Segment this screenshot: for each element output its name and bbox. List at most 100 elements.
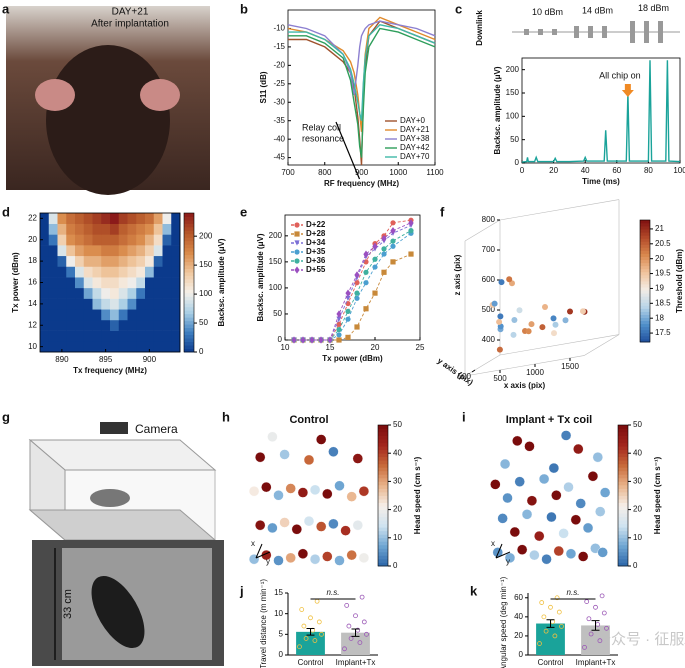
annotation: All chip on [599, 70, 641, 80]
y-tick-label: 0 [515, 158, 520, 167]
point [521, 509, 533, 520]
colorbar-label: Head speed (cm s⁻¹) [653, 456, 662, 534]
y-tick-label: 60 [514, 593, 523, 602]
legend-label: DAY+38 [400, 134, 430, 143]
colorbar-step [640, 274, 650, 279]
legend-label: D+28 [306, 229, 326, 238]
heat-cell [145, 277, 155, 289]
point [554, 595, 560, 601]
colorbar-step [640, 220, 650, 224]
point [582, 522, 594, 534]
heat-cell [171, 309, 181, 321]
colorbar-step [640, 284, 650, 288]
colorbar-step [378, 435, 388, 440]
point [550, 315, 557, 322]
pulse-label: 14 dBm [582, 5, 613, 15]
point [346, 623, 352, 629]
colorbar-step [184, 306, 194, 311]
heat-cell [145, 330, 155, 342]
heat-cell [162, 223, 172, 235]
y-tick-label: 100 [269, 283, 283, 292]
marker [354, 295, 360, 301]
downlink-pulse [524, 29, 529, 35]
colorbar-step [378, 523, 388, 528]
heat-cell [48, 245, 58, 257]
point [499, 458, 511, 470]
colorbar-step [378, 491, 388, 496]
colorbar-step [184, 272, 194, 276]
colorbar-tick-label: 150 [199, 260, 213, 269]
panel-label: g [2, 409, 10, 424]
x-tick-label: 60 [612, 166, 621, 175]
colorbar-tick-label: 19.5 [655, 269, 671, 278]
point [352, 520, 363, 531]
colorbar-step [640, 235, 650, 239]
heat-cell [145, 245, 155, 257]
point [604, 625, 609, 631]
heat-cell [83, 255, 93, 267]
heat-cell [83, 234, 93, 246]
heat-cell [127, 245, 137, 257]
z-tick-label: 600 [482, 275, 496, 284]
heat-cell [127, 223, 137, 235]
heat-cell [92, 245, 102, 257]
heat-cell [145, 234, 155, 246]
y-tick-label: 5 [279, 629, 284, 638]
colorbar-tick-label: 40 [393, 448, 402, 457]
heat-cell [162, 287, 172, 299]
point [597, 547, 608, 558]
point [322, 488, 333, 500]
colorbar-step [640, 317, 650, 322]
axis-arrows [255, 543, 271, 559]
heat-cell [83, 287, 93, 299]
heat-cell [75, 255, 85, 267]
heat-cell [101, 298, 111, 310]
heat-cell [110, 213, 120, 224]
x-tick-label: 1000 [526, 368, 544, 377]
heat-cell [162, 341, 172, 353]
point [344, 603, 350, 608]
point [565, 548, 577, 559]
heat-cell [145, 213, 155, 224]
marker [381, 251, 387, 257]
heat-cell [75, 223, 85, 235]
marker [381, 246, 387, 252]
heat-cell [110, 223, 120, 235]
heat-cell [66, 277, 76, 289]
error-bar [351, 628, 360, 637]
heat-cell [48, 277, 58, 289]
panel-label: a [2, 1, 10, 16]
point [582, 644, 587, 650]
series-line [521, 60, 681, 163]
heat-cell [48, 287, 58, 299]
heat-cell [48, 213, 58, 224]
heat-cell [57, 298, 67, 310]
colorbar-step [184, 292, 194, 297]
point [525, 328, 532, 335]
heat-cell [75, 319, 85, 331]
heat-cell [145, 223, 155, 235]
x-tick-label: 895 [99, 355, 113, 364]
heat-cell [57, 255, 67, 267]
point [514, 476, 525, 487]
caption: DAY+21 [112, 7, 149, 18]
point [316, 619, 322, 625]
colorbar-step [378, 527, 388, 532]
heat-cell [110, 330, 120, 342]
heat-cell [171, 255, 181, 267]
annotation: n.s. [327, 588, 340, 597]
box-edge [464, 355, 585, 377]
marker [372, 290, 378, 296]
point [297, 548, 309, 559]
heat-cell [48, 223, 58, 235]
colorbar-step [378, 513, 388, 518]
pulse-label: 18 dBm [638, 3, 669, 13]
colorbar-step [618, 491, 628, 496]
point [267, 522, 278, 534]
colorbar-step [618, 534, 628, 539]
point [586, 616, 592, 622]
point [497, 313, 504, 320]
point [593, 604, 598, 610]
marker [354, 271, 360, 279]
ear [140, 79, 180, 111]
